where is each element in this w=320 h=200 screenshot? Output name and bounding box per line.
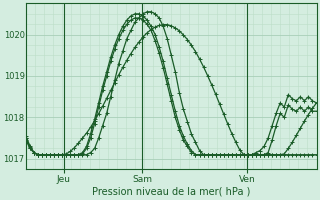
X-axis label: Pression niveau de la mer( hPa ): Pression niveau de la mer( hPa )	[92, 187, 251, 197]
